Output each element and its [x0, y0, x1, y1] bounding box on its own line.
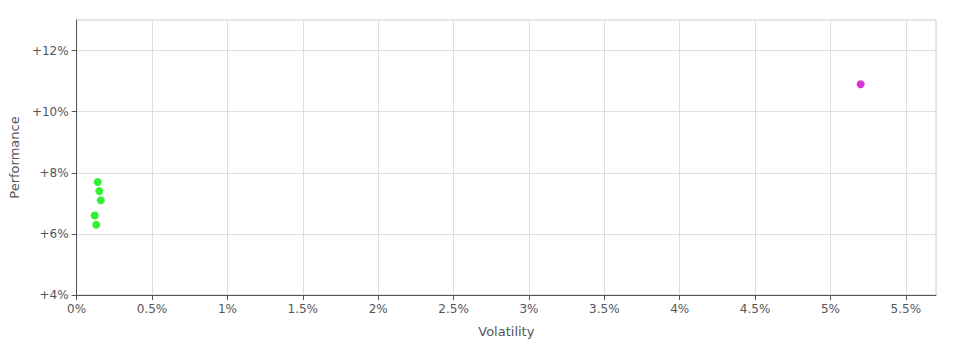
svg-text:3.5%: 3.5%: [589, 302, 620, 316]
svg-text:5%: 5%: [821, 302, 840, 316]
svg-text:3%: 3%: [519, 302, 538, 316]
svg-text:4%: 4%: [670, 302, 689, 316]
svg-text:+12%: +12%: [32, 44, 69, 58]
svg-text:+4%: +4%: [40, 288, 69, 302]
svg-text:2%: 2%: [369, 302, 388, 316]
svg-text:Performance: Performance: [7, 116, 22, 198]
svg-text:+6%: +6%: [40, 227, 69, 241]
svg-text:2.5%: 2.5%: [438, 302, 469, 316]
svg-text:5.5%: 5.5%: [891, 302, 922, 316]
svg-text:+8%: +8%: [40, 166, 69, 180]
svg-text:1%: 1%: [218, 302, 237, 316]
svg-text:0%: 0%: [67, 302, 86, 316]
svg-text:4.5%: 4.5%: [740, 302, 771, 316]
svg-text:0.5%: 0.5%: [137, 302, 168, 316]
svg-text:1.5%: 1.5%: [288, 302, 319, 316]
svg-text:Volatility: Volatility: [478, 324, 534, 339]
svg-text:+10%: +10%: [32, 105, 69, 119]
